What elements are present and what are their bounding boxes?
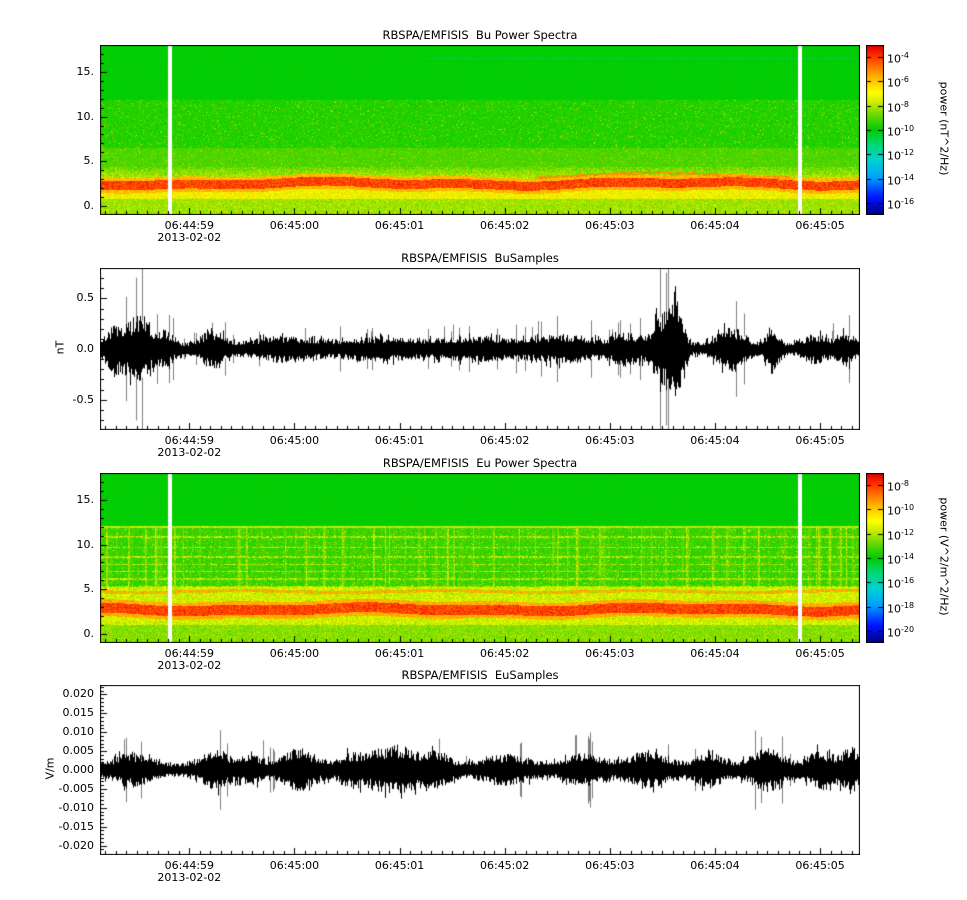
x-tick-label: 06:44:59 xyxy=(164,647,215,660)
x-tick-label: 06:45:03 xyxy=(585,647,635,660)
x-tick-label: 06:45:00 xyxy=(269,219,320,232)
x-tick-label: 06:45:05 xyxy=(795,647,845,660)
x-tick-label: 06:45:02 xyxy=(479,434,530,447)
bu-colorbar-unit-label: power (nT^2/Hz) xyxy=(937,81,951,176)
x-tick-label: 06:45:05 xyxy=(795,859,845,872)
colorbar-tick-label: 10-10 xyxy=(887,124,915,139)
x-tick-label: 06:45:00 xyxy=(269,859,320,872)
colorbar-tick-exponent: -16 xyxy=(901,196,915,206)
x-tick-label: 06:45:03 xyxy=(585,434,635,447)
colorbar-tick-label: 10-12 xyxy=(887,527,915,543)
colorbar-tick-exponent: -14 xyxy=(901,172,915,182)
x-tick-label: 06:45:00 xyxy=(269,647,320,660)
y-tick-label: 15. xyxy=(76,492,95,506)
x-tick-label: 06:45:02 xyxy=(479,859,530,872)
eu-samples-waveform xyxy=(100,685,860,855)
x-tick-label: 06:44:59 xyxy=(164,219,215,232)
y-tick-label: -0.020 xyxy=(58,838,94,852)
colorbar-tick-exponent: -10 xyxy=(901,503,915,513)
x-axis-date-label: 2013-02-02 xyxy=(157,659,222,672)
bu-colorbar xyxy=(866,45,884,215)
x-tick-label: 06:45:04 xyxy=(690,647,740,660)
colorbar-tick-label: 10-20 xyxy=(887,624,915,640)
colorbar-tick-label: 10-18 xyxy=(887,600,915,616)
x-tick-label: 06:45:01 xyxy=(374,647,425,660)
y-tick-label: 0.010 xyxy=(62,725,95,739)
x-tick-label: 06:44:59 xyxy=(164,859,215,872)
eu-colorbar xyxy=(866,473,884,643)
x-tick-label: 06:45:01 xyxy=(374,859,425,872)
y-tick-label: 5. xyxy=(83,154,95,168)
colorbar-tick-label: 10-16 xyxy=(887,576,915,591)
x-tick-label: 06:45:04 xyxy=(690,219,740,232)
colorbar-tick-exponent: -20 xyxy=(901,624,915,634)
x-axis-date-label: 2013-02-02 xyxy=(157,871,222,884)
panel-title-eu-samples: RBSPA/EMFISIS EuSamples xyxy=(401,668,559,682)
x-tick-label: 06:45:01 xyxy=(374,434,425,447)
colorbar-tick-label: 10-6 xyxy=(887,75,909,91)
x-tick-label: 06:45:05 xyxy=(795,219,845,232)
colorbar-tick-label: 10-8 xyxy=(887,479,909,494)
colorbar-tick-exponent: -8 xyxy=(901,99,909,109)
colorbar-tick-label: 10-8 xyxy=(887,99,909,115)
x-tick-label: 06:44:59 xyxy=(164,434,215,447)
colorbar-tick-exponent: -16 xyxy=(901,576,915,586)
panel-title-eu-power-spectra: RBSPA/EMFISIS Eu Power Spectra xyxy=(382,456,578,470)
y-tick-label: -0.005 xyxy=(58,781,94,795)
panel-title-bu-samples: RBSPA/EMFISIS BuSamples xyxy=(401,251,559,265)
y-tick-label: 0. xyxy=(83,199,95,213)
y-tick-label: 0.015 xyxy=(62,706,95,720)
panel-title-bu-power-spectra: RBSPA/EMFISIS Bu Power Spectra xyxy=(382,28,578,42)
x-tick-label: 06:45:00 xyxy=(269,434,320,447)
x-tick-label: 06:45:05 xyxy=(795,434,845,447)
y-tick-label: 10. xyxy=(76,109,95,123)
y-tick-label: 0.020 xyxy=(62,687,95,701)
y-tick-label: 10. xyxy=(76,537,95,551)
colorbar-tick-label: 10-14 xyxy=(887,552,915,567)
x-tick-label: 06:45:03 xyxy=(585,219,635,232)
colorbar-tick-label: 10-4 xyxy=(887,51,909,66)
y-tick-label: -0.010 xyxy=(58,800,94,814)
eu-colorbar-unit-label: power (V^2/m^2/Hz) xyxy=(937,497,951,616)
x-tick-label: 06:45:02 xyxy=(479,647,530,660)
y-tick-label: 15. xyxy=(76,64,95,78)
y-tick-label: 0. xyxy=(83,627,95,641)
y-tick-label: 0.5 xyxy=(76,291,95,305)
colorbar-tick-exponent: -6 xyxy=(901,75,909,85)
y-tick-label: 0.005 xyxy=(62,744,95,758)
x-axis-date-label: 2013-02-02 xyxy=(157,231,222,244)
colorbar-tick-exponent: -12 xyxy=(901,148,915,158)
colorbar-tick-exponent: -12 xyxy=(901,527,915,537)
colorbar-tick-label: 10-12 xyxy=(887,148,915,163)
colorbar-tick-label: 10-14 xyxy=(887,172,915,188)
y-tick-label: 0.000 xyxy=(62,763,95,776)
x-tick-label: 06:45:04 xyxy=(690,434,740,447)
x-tick-label: 06:45:04 xyxy=(690,859,740,872)
colorbar-tick-exponent: -8 xyxy=(901,479,909,489)
colorbar-tick-label: 10-10 xyxy=(887,503,915,519)
bu-samples-waveform xyxy=(100,268,860,430)
y-tick-label: 0.0 xyxy=(76,342,95,355)
x-tick-label: 06:45:03 xyxy=(585,859,635,872)
y-tick-label: 5. xyxy=(83,582,95,596)
x-tick-label: 06:45:01 xyxy=(374,219,425,232)
eu-power-spectra-heatmap xyxy=(100,473,860,643)
y-tick-label: -0.5 xyxy=(72,392,94,406)
colorbar-tick-label: 10-16 xyxy=(887,196,915,212)
colorbar-tick-exponent: -18 xyxy=(901,600,915,610)
bu-power-spectra-heatmap xyxy=(100,45,860,215)
colorbar-tick-exponent: -14 xyxy=(901,552,915,561)
x-axis-date-label: 2013-02-02 xyxy=(157,446,222,459)
colorbar-tick-exponent: -4 xyxy=(901,51,909,61)
x-tick-label: 06:45:02 xyxy=(479,219,530,232)
y-tick-label: -0.015 xyxy=(58,819,94,833)
colorbar-tick-exponent: -10 xyxy=(901,124,915,133)
